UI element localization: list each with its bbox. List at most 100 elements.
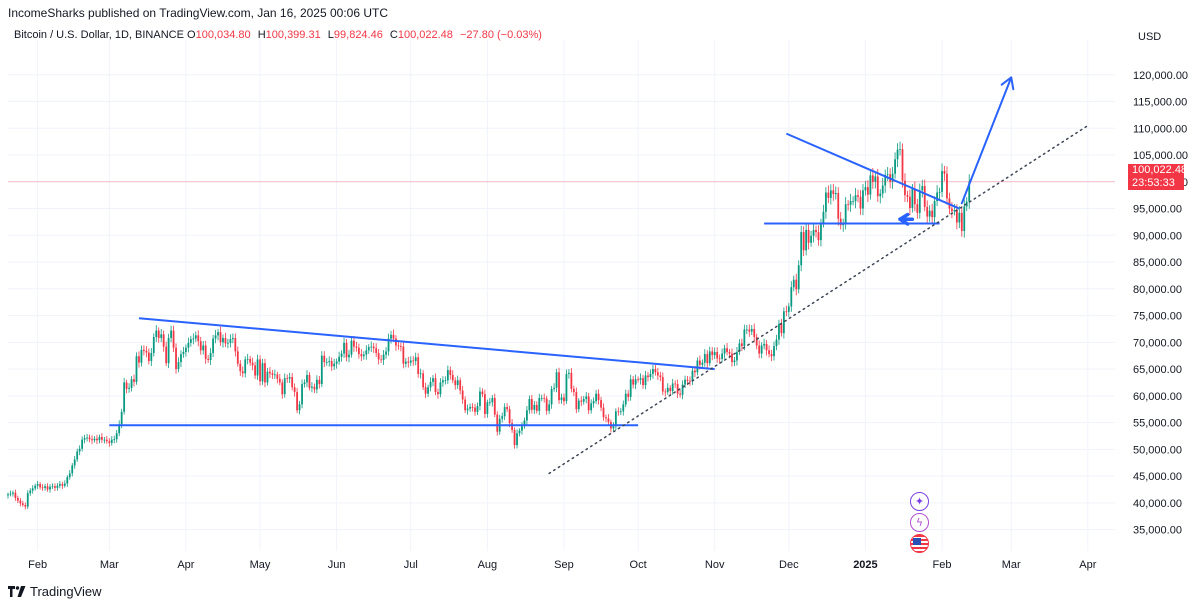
- y-tick-label: 50,000.00: [1133, 444, 1182, 456]
- candle: [891, 166, 894, 189]
- candle: [39, 482, 42, 490]
- lightning-icon[interactable]: ϟ: [910, 513, 929, 532]
- candle: [553, 383, 555, 392]
- candle: [177, 357, 180, 373]
- x-tick-label: Mar: [1002, 559, 1021, 571]
- descending-resistance[interactable]: [138, 317, 715, 371]
- candle: [869, 169, 872, 200]
- candle: [68, 470, 71, 480]
- us-flag-icon[interactable]: [910, 534, 929, 553]
- candle: [311, 382, 313, 393]
- candle: [743, 324, 746, 351]
- candle: [805, 224, 808, 256]
- candle: [936, 185, 938, 207]
- candle: [785, 305, 788, 317]
- candle: [451, 370, 454, 384]
- sparkle-icon[interactable]: ✦: [910, 492, 929, 511]
- candle: [19, 497, 22, 507]
- grid: [8, 40, 1115, 551]
- candle: [254, 361, 256, 379]
- y-tick-label: 55,000.00: [1133, 418, 1182, 430]
- candle: [372, 343, 375, 353]
- candle: [933, 196, 936, 224]
- x-tick-label: Nov: [705, 559, 725, 571]
- time-axis[interactable]: Feb Mar Apr May Jun Jul Aug Sep Oct Nov Dec 2025 Feb…: [28, 559, 1097, 571]
- candle: [269, 367, 271, 378]
- candle: [96, 434, 98, 445]
- candle: [459, 377, 462, 395]
- candle: [827, 185, 830, 204]
- flag-resistance[interactable]: [785, 132, 960, 210]
- candle: [395, 335, 397, 351]
- candle: [110, 436, 113, 446]
- candle: [639, 373, 642, 385]
- candle: [170, 325, 172, 343]
- candle: [330, 357, 333, 371]
- price-axis[interactable]: 35,000.00 40,000.00 45,000.00 50,000.00 55,0…: [1133, 70, 1188, 537]
- candle: [535, 401, 538, 414]
- candle: [157, 327, 160, 343]
- candle: [496, 411, 499, 436]
- change-value: −27.80 (−0.03%): [459, 29, 542, 41]
- candle: [234, 333, 237, 357]
- candle: [115, 430, 118, 443]
- candle: [721, 348, 724, 363]
- candle: [434, 373, 437, 396]
- candle: [750, 324, 753, 336]
- candle: [123, 377, 126, 415]
- candle: [568, 369, 570, 379]
- candle: [481, 388, 484, 398]
- candle: [338, 351, 341, 365]
- candle: [824, 187, 827, 219]
- candle: [812, 223, 815, 243]
- candle: [864, 180, 867, 196]
- candle: [491, 395, 494, 407]
- candle: [192, 333, 195, 345]
- candle: [246, 353, 249, 365]
- x-tick-label: Sep: [554, 559, 574, 571]
- tradingview-logo-text: TradingView: [30, 584, 102, 599]
- candle: [49, 484, 51, 493]
- candle: [483, 389, 486, 419]
- candle: [375, 343, 378, 357]
- candle: [963, 199, 966, 238]
- candle: [533, 401, 536, 414]
- candle: [276, 371, 279, 384]
- x-tick-label: Apr: [1079, 559, 1096, 571]
- candle: [859, 190, 862, 215]
- candle: [345, 338, 348, 362]
- candle: [256, 354, 259, 380]
- candle: [649, 369, 652, 381]
- candle: [619, 407, 622, 416]
- tradingview-logo[interactable]: TradingView: [8, 584, 102, 599]
- candle: [61, 481, 64, 489]
- candle: [382, 350, 385, 365]
- candle: [286, 374, 289, 383]
- candle: [143, 345, 145, 356]
- candle: [224, 332, 227, 347]
- candle: [647, 371, 649, 382]
- candle: [530, 395, 533, 414]
- candle: [669, 385, 672, 396]
- candle: [881, 178, 884, 198]
- y-tick-label: 60,000.00: [1133, 391, 1182, 403]
- rising-trendline[interactable]: [548, 124, 1089, 475]
- candle: [367, 344, 370, 354]
- candle: [807, 223, 810, 250]
- candle: [474, 403, 476, 416]
- candle: [627, 390, 630, 402]
- support-pointer-arrow[interactable]: [898, 212, 915, 226]
- ohlc-open-value: 100,034.80: [195, 29, 251, 41]
- candle: [187, 337, 190, 353]
- breakout-projection-arrow[interactable]: [960, 76, 1015, 205]
- y-tick-label: 65,000.00: [1133, 364, 1182, 376]
- candle: [377, 349, 380, 365]
- last-price-badge: 100,022.48 23:53:33: [1128, 164, 1187, 190]
- candle: [31, 485, 34, 494]
- x-tick-label: 2025: [853, 559, 877, 571]
- candle: [745, 324, 748, 335]
- candle: [175, 343, 177, 374]
- candle: [194, 331, 197, 342]
- candle: [654, 364, 657, 376]
